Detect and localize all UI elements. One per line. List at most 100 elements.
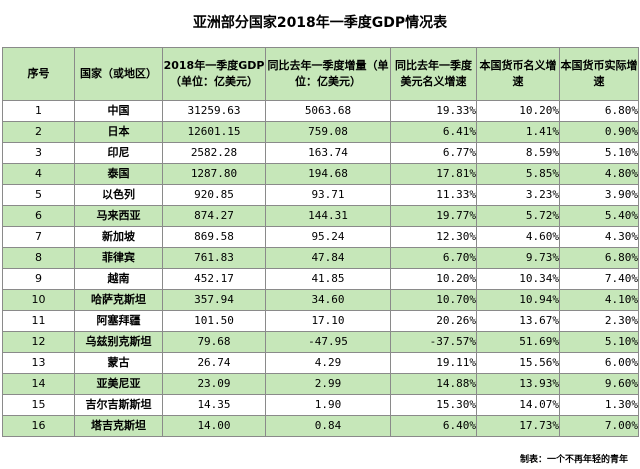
country-name: 亚美尼亚 — [74, 373, 163, 395]
local-nominal-growth: 3.23% — [476, 184, 560, 206]
country-name: 吉尔吉斯斯坦 — [74, 394, 163, 416]
local-real-growth: 1.30% — [559, 394, 639, 416]
gdp-value: 26.74 — [162, 352, 266, 374]
table-title: 亚洲部分国家2018年一季度GDP情况表 — [192, 15, 448, 31]
local-real-growth: 7.00% — [559, 415, 639, 437]
usd-nominal-growth: 12.30% — [390, 226, 477, 248]
local-real-growth: 5.10% — [559, 142, 639, 164]
country-name: 哈萨克斯坦 — [74, 289, 163, 311]
gdp-value: 14.00 — [162, 415, 266, 437]
row-index: 3 — [2, 142, 75, 164]
increase-value: 1.90 — [265, 394, 391, 416]
row-index: 10 — [2, 289, 75, 311]
usd-nominal-growth: 20.26% — [390, 310, 477, 332]
increase-value: -47.95 — [265, 331, 391, 353]
increase-value: 41.85 — [265, 268, 391, 290]
country-name: 越南 — [74, 268, 163, 290]
usd-nominal-growth: 6.40% — [390, 415, 477, 437]
local-nominal-growth: 1.41% — [476, 121, 560, 143]
local-real-growth: 4.10% — [559, 289, 639, 311]
header-cell: 同比去年一季度美元名义增速 — [390, 47, 477, 101]
table-row: 8 菲律宾 761.83 47.84 6.70% 9.73% 6.80% — [2, 247, 639, 269]
usd-nominal-growth: 6.41% — [390, 121, 477, 143]
local-nominal-growth: 13.67% — [476, 310, 560, 332]
row-index: 8 — [2, 247, 75, 269]
increase-value: 2.99 — [265, 373, 391, 395]
row-index: 13 — [2, 352, 75, 374]
gdp-value: 101.50 — [162, 310, 266, 332]
local-nominal-growth: 14.07% — [476, 394, 560, 416]
table-row: 5 以色列 920.85 93.71 11.33% 3.23% 3.90% — [2, 184, 639, 206]
table-row: 4 泰国 1287.80 194.68 17.81% 5.85% 4.80% — [2, 163, 639, 185]
local-real-growth: 5.10% — [559, 331, 639, 353]
increase-value: 34.60 — [265, 289, 391, 311]
usd-nominal-growth: 10.20% — [390, 268, 477, 290]
row-index: 11 — [2, 310, 75, 332]
header-row: 序号 国家（或地区） 2018年一季度GDP（单位：亿美元） 同比去年一季度增量… — [2, 47, 639, 101]
country-name: 马来西亚 — [74, 205, 163, 227]
table-row: 1 中国 31259.63 5063.68 19.33% 10.20% 6.80% — [2, 100, 639, 122]
gdp-value: 869.58 — [162, 226, 266, 248]
country-name: 乌兹别克斯坦 — [74, 331, 163, 353]
table-row: 2 日本 12601.15 759.08 6.41% 1.41% 0.90% — [2, 121, 639, 143]
increase-value: 163.74 — [265, 142, 391, 164]
row-index: 14 — [2, 373, 75, 395]
local-real-growth: 5.40% — [559, 205, 639, 227]
country-name: 以色列 — [74, 184, 163, 206]
usd-nominal-growth: 6.77% — [390, 142, 477, 164]
local-real-growth: 9.60% — [559, 373, 639, 395]
country-name: 菲律宾 — [74, 247, 163, 269]
table-row: 9 越南 452.17 41.85 10.20% 10.34% 7.40% — [2, 268, 639, 290]
header-cell: 同比去年一季度增量（单位：亿美元） — [265, 47, 391, 101]
local-nominal-growth: 10.94% — [476, 289, 560, 311]
local-nominal-growth: 5.72% — [476, 205, 560, 227]
gdp-value: 357.94 — [162, 289, 266, 311]
row-index: 9 — [2, 268, 75, 290]
header-cell: 国家（或地区） — [74, 47, 163, 101]
footer-credit: 制表：一个不再年轻的青年 — [519, 455, 628, 465]
local-nominal-growth: 13.93% — [476, 373, 560, 395]
increase-value: 144.31 — [265, 205, 391, 227]
gdp-value: 14.35 — [162, 394, 266, 416]
local-real-growth: 6.00% — [559, 352, 639, 374]
country-name: 日本 — [74, 121, 163, 143]
table-row: 16 塔吉克斯坦 14.00 0.84 6.40% 17.73% 7.00% — [2, 415, 639, 437]
local-nominal-growth: 51.69% — [476, 331, 560, 353]
row-index: 6 — [2, 205, 75, 227]
header-cell: 序号 — [2, 47, 75, 101]
increase-value: 0.84 — [265, 415, 391, 437]
header-cell: 本国货币名义增速 — [476, 47, 560, 101]
local-nominal-growth: 17.73% — [476, 415, 560, 437]
gdp-table: 序号 国家（或地区） 2018年一季度GDP（单位：亿美元） 同比去年一季度增量… — [2, 47, 639, 437]
gdp-value: 452.17 — [162, 268, 266, 290]
gdp-value: 23.09 — [162, 373, 266, 395]
row-index: 4 — [2, 163, 75, 185]
country-name: 泰国 — [74, 163, 163, 185]
local-nominal-growth: 9.73% — [476, 247, 560, 269]
country-name: 印尼 — [74, 142, 163, 164]
local-nominal-growth: 4.60% — [476, 226, 560, 248]
local-nominal-growth: 8.59% — [476, 142, 560, 164]
gdp-value: 920.85 — [162, 184, 266, 206]
local-nominal-growth: 15.56% — [476, 352, 560, 374]
gdp-value: 12601.15 — [162, 121, 266, 143]
gdp-value: 874.27 — [162, 205, 266, 227]
table-row: 7 新加坡 869.58 95.24 12.30% 4.60% 4.30% — [2, 226, 639, 248]
gdp-value: 31259.63 — [162, 100, 266, 122]
usd-nominal-growth: 10.70% — [390, 289, 477, 311]
local-nominal-growth: 10.20% — [476, 100, 560, 122]
table-row: 3 印尼 2582.28 163.74 6.77% 8.59% 5.10% — [2, 142, 639, 164]
local-real-growth: 6.80% — [559, 100, 639, 122]
gdp-value: 79.68 — [162, 331, 266, 353]
usd-nominal-growth: 11.33% — [390, 184, 477, 206]
country-name: 中国 — [74, 100, 163, 122]
local-nominal-growth: 10.34% — [476, 268, 560, 290]
table-row: 14 亚美尼亚 23.09 2.99 14.88% 13.93% 9.60% — [2, 373, 639, 395]
increase-value: 17.10 — [265, 310, 391, 332]
row-index: 2 — [2, 121, 75, 143]
usd-nominal-growth: -37.57% — [390, 331, 477, 353]
increase-value: 47.84 — [265, 247, 391, 269]
local-real-growth: 4.30% — [559, 226, 639, 248]
table-row: 13 蒙古 26.74 4.29 19.11% 15.56% 6.00% — [2, 352, 639, 374]
increase-value: 95.24 — [265, 226, 391, 248]
